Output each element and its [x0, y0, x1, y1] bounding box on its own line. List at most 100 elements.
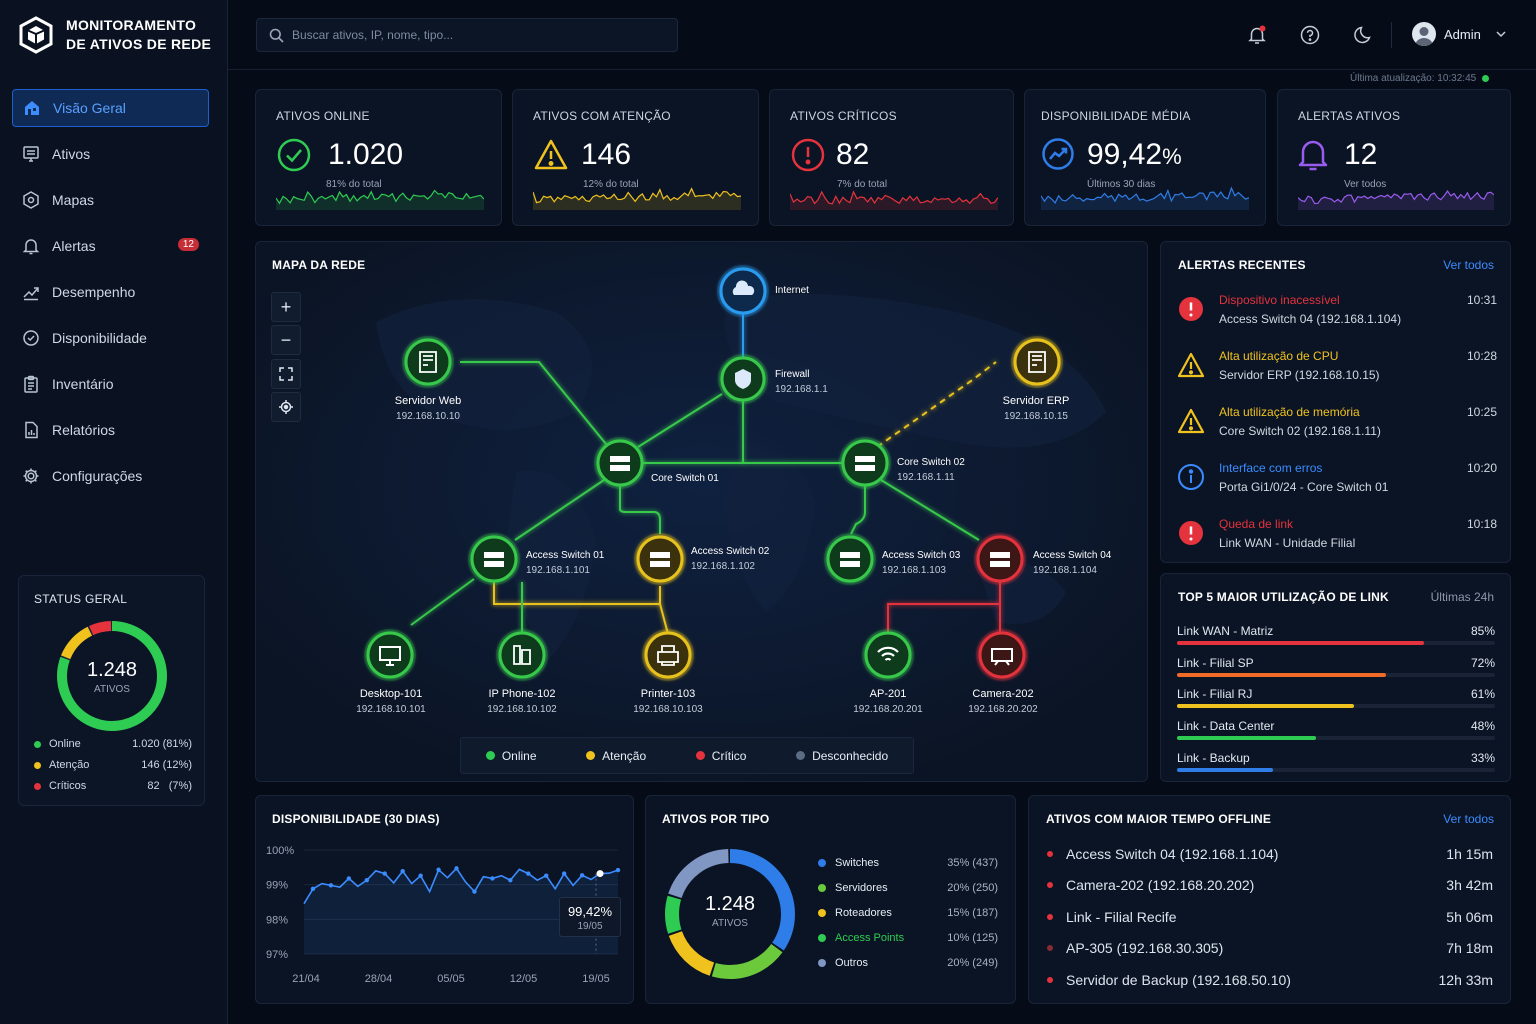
offline-dot [1047, 914, 1053, 920]
offline-name: Camera-202 (192.168.20.202) [1066, 877, 1255, 893]
link-usage-bar [1177, 704, 1354, 709]
link-usage-bar [1177, 767, 1273, 772]
network-node[interactable] [642, 629, 694, 681]
nav-item-inventario[interactable]: Inventário [12, 365, 209, 403]
alert-item[interactable]: Dispositivo inacessível Access Switch 04 … [1177, 293, 1497, 339]
fullscreen-button[interactable] [271, 359, 301, 389]
alert-item[interactable]: Queda de link Link WAN - Unidade Filial 10… [1177, 517, 1497, 563]
network-node[interactable] [862, 629, 914, 681]
network-node[interactable] [1011, 336, 1063, 388]
nav-item-ativos[interactable]: Ativos [12, 135, 209, 173]
help-button[interactable] [1299, 24, 1321, 46]
type-label: Access Points [835, 932, 905, 944]
user-menu[interactable]: Admin [1412, 22, 1507, 46]
alert-item[interactable]: Alta utilização de memória Core Switch 02… [1177, 405, 1497, 451]
node-ip: 192.168.1.11 [897, 472, 955, 483]
offline-name: AP-305 (192.168.30.305) [1066, 940, 1224, 956]
offline-item[interactable]: AP-305 (192.168.30.305) 7h 18m [1047, 940, 1493, 956]
kpi-card-alertas[interactable]: ALERTAS ATIVOS 12 Ver todos [1277, 89, 1511, 226]
legend-label: Online [501, 748, 537, 763]
locate-button[interactable] [271, 392, 301, 422]
network-node[interactable] [976, 629, 1028, 681]
type-dot [818, 934, 826, 942]
network-node[interactable] [496, 629, 548, 681]
recent-alerts-panel: ALERTAS RECENTES Ver todos Dispositivo i… [1160, 241, 1511, 563]
network-node[interactable] [402, 336, 454, 388]
kpi-card-atencao[interactable]: ATIVOS COM ATENÇÃO 146 12% do total [512, 89, 759, 226]
node-ring [976, 535, 1024, 583]
network-node[interactable] [974, 533, 1026, 585]
network-node[interactable] [364, 629, 416, 681]
alert-item[interactable]: Interface com erros Porta Gi1/0/24 - Core… [1177, 461, 1497, 507]
alert-title: Queda de link [1219, 517, 1294, 531]
network-node[interactable] [634, 533, 686, 585]
avatar [1412, 22, 1436, 46]
status-label: Online [49, 738, 81, 750]
type-dot [818, 959, 826, 967]
status-total-label: ATIVOS [94, 684, 130, 695]
nav-item-disponibilidade[interactable]: Disponibilidade [12, 319, 209, 357]
map-title: MAPA DA REDE [272, 258, 366, 272]
kpi-card-disponibilidade[interactable]: DISPONIBILIDADE MÉDIA 99,42% Últimos 30 … [1024, 89, 1266, 226]
offline-item[interactable]: Access Switch 04 (192.168.1.104) 1h 15m [1047, 846, 1493, 862]
kpi-value: 1.020 [328, 138, 404, 171]
node-name: Core Switch 01 [651, 473, 719, 484]
search-input[interactable] [292, 28, 652, 42]
node-ring [596, 439, 644, 487]
kpi-card-online[interactable]: ATIVOS ONLINE 1.020 81% do total [255, 89, 502, 226]
link-usage-row: Link WAN - Matriz 85% [1177, 624, 1495, 652]
x-tick-label: 21/04 [292, 973, 320, 985]
sparkline-line [1298, 189, 1494, 205]
offline-item[interactable]: Link - Filial Recife 5h 06m [1047, 909, 1493, 925]
type-label: Servidores [835, 882, 888, 894]
network-node[interactable] [717, 265, 769, 317]
link-usage-row: Link - Filial RJ 61% [1177, 687, 1495, 715]
network-node[interactable] [824, 533, 876, 585]
kpi-value: 12 [1344, 138, 1378, 171]
trend-icon [20, 281, 42, 303]
nav-item-mapas[interactable]: Mapas [12, 181, 209, 219]
offline-item[interactable]: Camera-202 (192.168.20.202) 3h 42m [1047, 877, 1493, 893]
sparkline-line [276, 189, 484, 205]
shield-icon [735, 369, 751, 389]
nav-item-desempenho[interactable]: Desempenho [12, 273, 209, 311]
offline-item[interactable]: Servidor de Backup (192.168.50.10) 12h 33… [1047, 972, 1493, 988]
nav-item-visao-geral[interactable]: Visão Geral [12, 89, 209, 127]
offline-view-all-link[interactable]: Ver todos [1443, 812, 1494, 826]
kpi-sub: 7% do total [837, 179, 888, 190]
x-tick-label: 19/05 [582, 973, 610, 985]
alert-item[interactable]: Alta utilização de CPU Servidor ERP (192.… [1177, 349, 1497, 395]
node-ip: 192.168.1.102 [691, 561, 755, 572]
tooltip-value: 99,42% [567, 904, 613, 919]
node-ip: 192.168.10.15 [1004, 411, 1068, 422]
zoom-out-button[interactable]: − [271, 325, 301, 355]
network-node[interactable] [718, 354, 768, 404]
notifications-button[interactable] [1246, 24, 1268, 46]
app-title-line1: MONITORAMENTO [66, 17, 197, 33]
search-box[interactable] [256, 18, 678, 52]
nav-item-alertas[interactable]: Alertas 12 [12, 227, 209, 265]
nav-item-configuracoes[interactable]: Configurações [12, 457, 209, 495]
kpi-sub[interactable]: Ver todos [1344, 179, 1387, 190]
network-node[interactable] [468, 533, 520, 585]
network-node[interactable] [594, 437, 646, 489]
server-icon [419, 351, 437, 373]
kpi-card-criticos[interactable]: ATIVOS CRÍTICOS 82 7% do total [769, 89, 1014, 226]
alert-desc: Access Switch 04 (192.168.1.104) [1219, 312, 1402, 326]
theme-toggle-button[interactable] [1353, 24, 1375, 46]
nav-label: Mapas [52, 192, 95, 208]
link-pct: 33% [1470, 750, 1495, 765]
network-node[interactable] [839, 437, 891, 489]
link-usage-bar [1177, 736, 1317, 741]
network-topology [364, 265, 1063, 681]
availability-point [310, 886, 316, 892]
switch-icon [610, 456, 630, 471]
warning-icon [1177, 408, 1205, 434]
nav-item-relatorios[interactable]: Relatórios [12, 411, 209, 449]
info-icon [1178, 464, 1204, 490]
alerts-view-all-link[interactable]: Ver todos [1443, 258, 1494, 272]
availability-point [615, 867, 621, 873]
node-name: Servidor ERP [1002, 395, 1070, 407]
node-label-access-switch-03: Access Switch 03 192.168.1.103 [882, 548, 960, 578]
zoom-in-button[interactable]: + [271, 292, 301, 322]
